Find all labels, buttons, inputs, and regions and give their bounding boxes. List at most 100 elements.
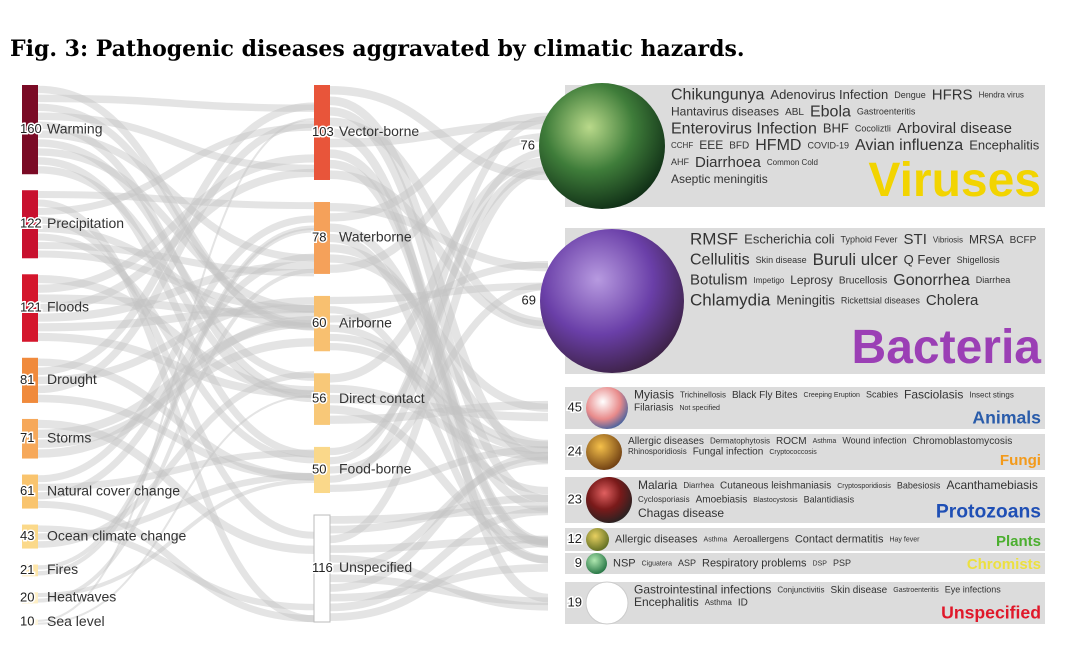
- word: Leprosy: [790, 273, 833, 287]
- word: Cocoliztli: [855, 124, 891, 134]
- pathogen-image: [586, 434, 622, 470]
- flow: [329, 244, 549, 449]
- flow: [37, 190, 315, 210]
- panel: [565, 387, 1045, 429]
- flow: [329, 333, 549, 449]
- node-value: 103: [312, 124, 334, 139]
- flow: [329, 451, 549, 592]
- word: Cryptosporidiosis: [837, 483, 891, 490]
- word: Skin disease: [756, 255, 807, 265]
- flow: [37, 168, 315, 313]
- word: Cellulitis: [690, 252, 750, 269]
- word: Rhinosporidiosis: [628, 447, 687, 456]
- node: [314, 201, 330, 274]
- node-value: 10: [20, 614, 34, 629]
- node-value: 12: [568, 531, 582, 546]
- flow: [37, 157, 315, 458]
- node-label: Drought: [47, 371, 97, 387]
- node-value: 23: [568, 491, 582, 506]
- node-value: 78: [312, 229, 326, 244]
- word: Typhoid Fever: [841, 235, 898, 245]
- node-value: 21: [20, 562, 34, 577]
- word: Escherichia coli: [744, 232, 834, 247]
- flow: [37, 215, 315, 483]
- nodes: 160 Warming 122 Precipitation 121 Floods 81 Dro…: [19, 83, 1045, 630]
- word: ASP: [678, 558, 696, 568]
- pathogen-label: Chromists: [967, 556, 1041, 573]
- flow: [37, 123, 315, 216]
- node: [22, 474, 38, 509]
- node: [314, 373, 330, 425]
- word: Fasciolasis: [904, 388, 963, 402]
- flow: [37, 121, 315, 399]
- word: Brucellosis: [839, 275, 887, 286]
- flow: [329, 535, 549, 553]
- word: Eye infections: [945, 585, 1002, 595]
- word: Scabies: [866, 390, 899, 400]
- flow: [329, 112, 549, 222]
- panel: [565, 434, 1045, 470]
- word: Gastroenteritis: [857, 107, 916, 117]
- flow: [37, 233, 315, 464]
- word: AHF: [671, 157, 690, 167]
- flow: [37, 154, 315, 293]
- flow: [37, 242, 315, 277]
- flow: [329, 283, 549, 474]
- flow: [37, 94, 315, 112]
- flow: [37, 338, 315, 448]
- word: Diarrhea: [976, 275, 1011, 285]
- node: [314, 295, 330, 352]
- flow: [37, 216, 315, 539]
- flow: [329, 107, 549, 504]
- word: Asthma: [813, 438, 837, 445]
- word: Rickettsial diseases: [841, 295, 921, 305]
- node-value: 19: [568, 594, 582, 609]
- word: Cutaneous leishmaniasis: [720, 481, 831, 492]
- flow: [329, 400, 549, 424]
- flow: [37, 103, 315, 328]
- pathogen-image: [585, 581, 629, 625]
- flow: [329, 507, 549, 612]
- word: Fungal infection: [693, 447, 764, 458]
- pathogen-image: [586, 553, 607, 574]
- flow: [37, 304, 315, 332]
- word: Conjunctivitis: [777, 585, 824, 594]
- flow: [329, 96, 549, 463]
- flow: [329, 159, 549, 549]
- flow: [329, 405, 549, 546]
- word: Dermatophytosis: [710, 436, 770, 445]
- node-value: 50: [312, 461, 326, 476]
- flow: [37, 130, 315, 262]
- node-label: Precipitation: [47, 215, 124, 231]
- flow: [329, 384, 549, 461]
- word: Ciguatera: [642, 560, 672, 567]
- word: NSP: [613, 557, 636, 569]
- flow: [329, 494, 549, 534]
- word: Cryptococcosis: [769, 449, 817, 456]
- title: Fig. 3: Pathogenic diseases aggravated b…: [10, 36, 745, 62]
- word: Adenovirus Infection: [770, 87, 888, 102]
- word: Cholera: [926, 292, 979, 309]
- word: Encephalitis: [634, 595, 699, 609]
- node: [314, 446, 330, 494]
- node-value: 56: [312, 391, 326, 406]
- flow: [329, 223, 549, 512]
- word: Ebola: [810, 104, 851, 121]
- flow: [37, 148, 315, 313]
- flows: [37, 85, 549, 625]
- word: Insect stings: [969, 390, 1013, 399]
- flow: [329, 282, 549, 305]
- node-value: 81: [20, 372, 34, 387]
- word: HFMD: [755, 137, 801, 154]
- word: Asthma: [705, 598, 733, 607]
- flow: [329, 260, 549, 323]
- word: Encephalitis: [969, 137, 1040, 152]
- flow: [37, 275, 315, 395]
- node-value: 122: [20, 216, 42, 231]
- word: Asthma: [704, 536, 728, 543]
- pathogen-label: Unspecified: [941, 603, 1041, 623]
- word: Hay fever: [889, 536, 920, 543]
- word: Diarrhea: [683, 481, 714, 490]
- flow: [329, 202, 549, 272]
